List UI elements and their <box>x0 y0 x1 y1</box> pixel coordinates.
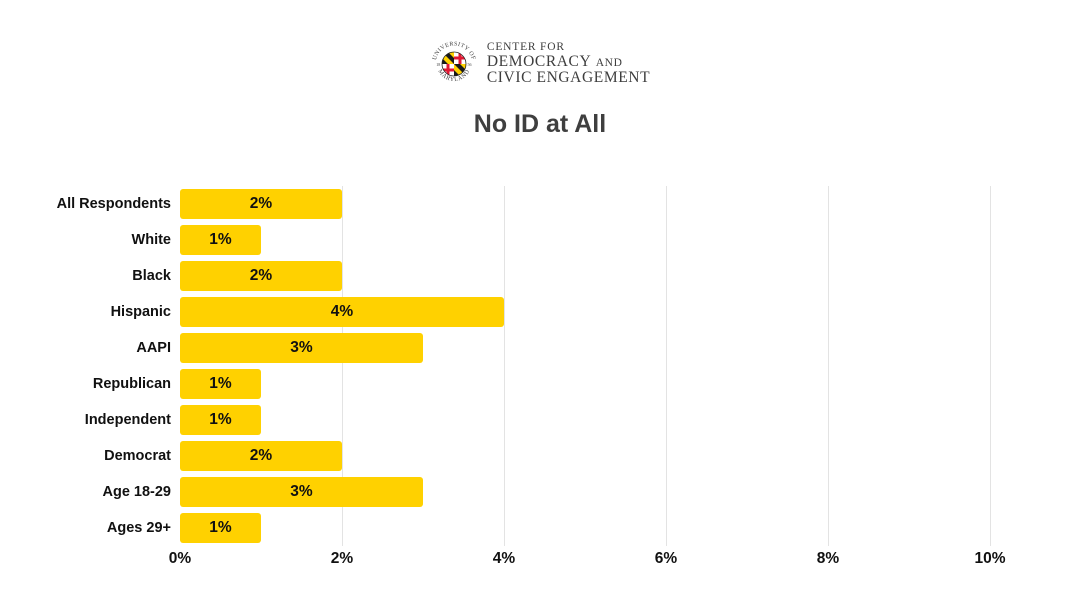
chart-row: White 1% <box>132 222 990 258</box>
umd-seal-icon: UNIVERSITY OF MARYLAND 18 56 <box>429 40 478 88</box>
bar: 1% <box>180 513 261 543</box>
seal-year-left: 18 <box>436 62 440 67</box>
chart-row: Ages 29+ 1% <box>107 510 990 546</box>
chart-row: Black 2% <box>132 258 990 294</box>
bar-value-label: 1% <box>209 231 232 248</box>
header: UNIVERSITY OF MARYLAND 18 56 <box>0 40 1080 139</box>
bar: 1% <box>180 405 261 435</box>
gridline <box>504 186 505 546</box>
x-tick-label: 4% <box>492 550 516 567</box>
category-label: Age 18-29 <box>102 484 171 500</box>
gridline <box>990 186 991 546</box>
chart-title: No ID at All <box>473 110 607 138</box>
bar-value-label: 1% <box>209 519 232 536</box>
bar: 1% <box>180 369 261 399</box>
x-tick-label: 0% <box>168 550 192 567</box>
bar: 1% <box>180 225 261 255</box>
x-tick-label: 6% <box>654 550 678 567</box>
bar-value-label: 4% <box>330 303 354 320</box>
plot-area: All Respondents 2% White 1% Black 2% His… <box>57 186 991 546</box>
bar-value-label: 2% <box>249 195 273 212</box>
logo-line-3: CIVIC ENGAGEMENT <box>486 68 651 86</box>
gridline <box>342 186 343 546</box>
gridline <box>828 186 829 546</box>
category-label: Hispanic <box>110 304 171 320</box>
chart-row: Independent 1% <box>85 402 990 438</box>
category-label: Independent <box>84 412 171 428</box>
bar-rows: All Respondents 2% White 1% Black 2% His… <box>57 186 990 546</box>
bar: 4% <box>180 297 504 327</box>
category-label: Republican <box>92 376 171 392</box>
category-label: Black <box>132 268 171 284</box>
chart-row: All Respondents 2% <box>57 186 990 222</box>
logo-line-2-main: DEMOCRACY <box>486 52 592 70</box>
bar-value-label: 1% <box>209 411 232 428</box>
category-label: White <box>131 232 171 248</box>
x-tick-label: 8% <box>816 550 840 567</box>
chart-row: Age 18-29 3% <box>102 474 990 510</box>
bar: 2% <box>180 261 342 291</box>
logo-wordmark: CENTER FOR DEMOCRACY AND CIVIC ENGAGEMEN… <box>486 40 651 86</box>
chart-row: Democrat 2% <box>104 438 990 474</box>
x-tick-label: 10% <box>974 550 1006 567</box>
bar: 2% <box>180 441 342 471</box>
category-label: All Respondents <box>56 196 171 212</box>
category-label: Ages 29+ <box>106 520 171 536</box>
chart-row: Hispanic 4% <box>111 294 990 330</box>
chart-row: AAPI 3% <box>136 330 990 366</box>
category-label: AAPI <box>136 340 171 356</box>
chart-row: Republican 1% <box>93 366 990 402</box>
logo-line-2: DEMOCRACY AND <box>486 52 650 70</box>
category-label: Democrat <box>104 448 171 464</box>
gridline <box>666 186 667 546</box>
seal-year-right: 56 <box>467 62 471 67</box>
x-axis: 0% 2% 4% 6% 8% 10% <box>169 550 1006 572</box>
bar: 3% <box>180 477 423 507</box>
x-tick-label: 2% <box>330 550 354 567</box>
logo: UNIVERSITY OF MARYLAND 18 56 <box>429 40 651 88</box>
bar-value-label: 3% <box>290 339 313 356</box>
logo-line-2-small: AND <box>595 56 623 69</box>
logo-line-1: CENTER FOR <box>486 40 565 53</box>
bar: 3% <box>180 333 423 363</box>
bar-value-label: 2% <box>249 447 273 464</box>
bar-value-label: 2% <box>249 267 273 284</box>
bar-value-label: 3% <box>290 483 313 500</box>
bar: 2% <box>180 189 342 219</box>
bar-value-label: 1% <box>209 375 232 392</box>
